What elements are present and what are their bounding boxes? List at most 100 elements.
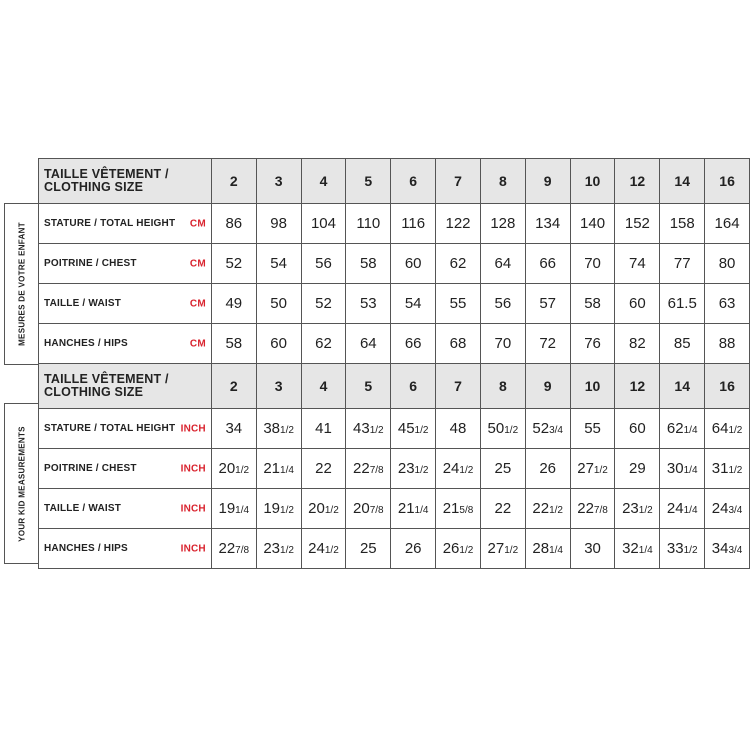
value-cell: 64 [479, 243, 526, 284]
size-header: 14 [659, 158, 706, 204]
value-cell: 66 [390, 323, 437, 364]
side-label-cm: MESURES DE VOTRE ENFANT [4, 203, 38, 365]
size-header: 10 [569, 158, 616, 204]
value-cell: 311/2 [704, 448, 750, 489]
measure-name: TAILLE / WAIST [44, 503, 122, 514]
row-label: TAILLE / WAIST CM [38, 283, 212, 324]
value-cell: 621/4 [659, 408, 706, 449]
value-cell: 116 [390, 203, 437, 244]
size-header: 8 [479, 363, 526, 409]
value-cell: 164 [704, 203, 750, 244]
size-header: 4 [300, 158, 347, 204]
value-cell: 22 [300, 448, 347, 489]
value-cell: 72 [524, 323, 571, 364]
table-row: TAILLE / WAIST INCH 191/4 191/2 201/2 207/8 21… [38, 488, 750, 529]
size-header: 16 [704, 363, 750, 409]
value-cell: 152 [614, 203, 661, 244]
size-header: 12 [614, 158, 661, 204]
measure-name: STATURE / TOTAL HEIGHT [44, 218, 176, 229]
value-cell: 22 [479, 488, 526, 529]
value-cell: 271/2 [479, 528, 526, 569]
value-cell: 281/4 [524, 528, 571, 569]
value-cell: 158 [659, 203, 706, 244]
value-cell: 243/4 [704, 488, 750, 529]
value-cell: 26 [524, 448, 571, 489]
row-label: HANCHES / HIPS CM [38, 323, 212, 364]
unit-label: INCH [180, 543, 206, 554]
value-cell: 50 [255, 283, 302, 324]
value-cell: 54 [390, 283, 437, 324]
size-header: 2 [210, 158, 257, 204]
size-header: 8 [479, 158, 526, 204]
value-cell: 191/4 [210, 488, 257, 529]
table-row: HANCHES / HIPS CM 58 60 62 64 66 68 70 72 76 82 85 88 [38, 323, 750, 364]
value-cell: 62 [300, 323, 347, 364]
size-header: 7 [435, 158, 481, 204]
header-label: TAILLE VÊTEMENT / CLOTHING SIZE [38, 363, 212, 409]
value-cell: 60 [255, 323, 302, 364]
value-cell: 215/8 [435, 488, 481, 529]
value-cell: 98 [255, 203, 302, 244]
value-cell: 60 [614, 408, 661, 449]
value-cell: 77 [659, 243, 706, 284]
value-cell: 381/2 [255, 408, 302, 449]
header-label: TAILLE VÊTEMENT / CLOTHING SIZE [38, 158, 212, 204]
value-cell: 30 [569, 528, 616, 569]
row-label: HANCHES / HIPS INCH [38, 528, 212, 569]
size-header: 14 [659, 363, 706, 409]
value-cell: 63 [704, 283, 750, 324]
size-header: 6 [390, 363, 437, 409]
value-cell: 48 [435, 408, 481, 449]
size-header: 2 [210, 363, 257, 409]
value-cell: 54 [255, 243, 302, 284]
value-cell: 88 [704, 323, 750, 364]
value-cell: 60 [390, 243, 437, 284]
size-header: 5 [345, 158, 392, 204]
value-cell: 641/2 [704, 408, 750, 449]
unit-label: CM [189, 258, 206, 269]
value-cell: 241/2 [300, 528, 347, 569]
measure-name: POITRINE / CHEST [44, 463, 137, 474]
value-cell: 104 [300, 203, 347, 244]
value-cell: 227/8 [345, 448, 392, 489]
value-cell: 80 [704, 243, 750, 284]
value-cell: 431/2 [345, 408, 392, 449]
value-cell: 231/2 [614, 488, 661, 529]
value-cell: 241/4 [659, 488, 706, 529]
value-cell: 49 [210, 283, 257, 324]
table-row: HANCHES / HIPS INCH 227/8 231/2 241/2 25 26 261… [38, 528, 750, 569]
table-row: STATURE / TOTAL HEIGHT CM 86 98 104 110 116 122… [38, 203, 750, 244]
value-cell: 76 [569, 323, 616, 364]
value-cell: 301/4 [659, 448, 706, 489]
value-cell: 56 [479, 283, 526, 324]
value-cell: 110 [345, 203, 392, 244]
value-cell: 211/4 [390, 488, 437, 529]
size-header: 7 [435, 363, 481, 409]
side-label-text: MESURES DE VOTRE ENFANT [17, 222, 26, 346]
value-cell: 207/8 [345, 488, 392, 529]
value-cell: 26 [390, 528, 437, 569]
value-cell: 231/2 [390, 448, 437, 489]
value-cell: 128 [479, 203, 526, 244]
value-cell: 221/2 [524, 488, 571, 529]
value-cell: 74 [614, 243, 661, 284]
size-header: 3 [255, 158, 302, 204]
value-cell: 501/2 [479, 408, 526, 449]
value-cell: 343/4 [704, 528, 750, 569]
size-header: 5 [345, 363, 392, 409]
value-cell: 34 [210, 408, 257, 449]
size-header: 6 [390, 158, 437, 204]
table-row: STATURE / TOTAL HEIGHT INCH 34 381/2 41 431/2… [38, 408, 750, 449]
value-cell: 61.5 [659, 283, 706, 324]
side-label-inch: YOUR KID MEASUREMENTS [4, 403, 38, 564]
value-cell: 68 [435, 323, 481, 364]
value-cell: 261/2 [435, 528, 481, 569]
value-cell: 52 [300, 283, 347, 324]
table-row: POITRINE / CHEST CM 52 54 56 58 60 62 64 66 70 74 77… [38, 243, 750, 284]
value-cell: 53 [345, 283, 392, 324]
unit-label: CM [189, 298, 206, 309]
value-cell: 41 [300, 408, 347, 449]
measure-name: HANCHES / HIPS [44, 338, 128, 349]
row-label: POITRINE / CHEST INCH [38, 448, 212, 489]
measure-name: STATURE / TOTAL HEIGHT [44, 423, 176, 434]
